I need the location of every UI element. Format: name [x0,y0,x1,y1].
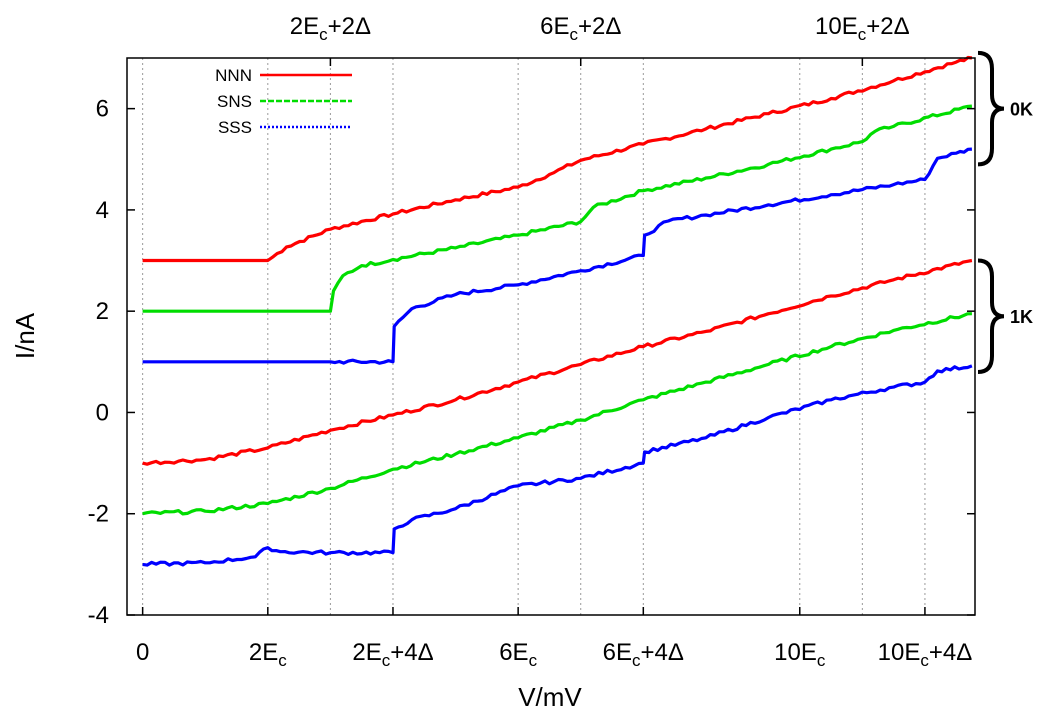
series-layer [142,55,973,567]
y-tick-label-5: 6 [96,96,109,123]
plot-frame [126,57,976,616]
series-nnn-0k [142,55,973,263]
x-tick-labels-top: 2Ec+2Δ 6Ec+2Δ 10Ec+2Δ [290,13,910,44]
x-tick-label-bottom-4: 6Ec+4Δ [603,639,684,670]
x-tick-label-bottom-6: 10Ec+4Δ [878,639,973,670]
legend-label-nnn: NNN [215,66,252,85]
x-tick-label-bottom-1: 2Ec [249,639,287,670]
x-tick-label-bottom-3: 6Ec [499,639,537,670]
y-tick-labels: -4 -2 0 2 4 6 [88,96,109,629]
x-tick-labels-bottom: 0 2Ec 2Ec+4Δ 6Ec 6Ec+4Δ 10Ec 10Ec+4Δ [136,639,972,670]
legend: NNN SNS SSS [215,66,352,137]
y-axis-label: I/nA [10,312,40,359]
bracket-0k [977,50,1005,167]
series-sns-1k [142,312,972,516]
x-tick-label-bottom-5: 10Ec [774,639,826,670]
bracket-label-1k: 1K [1010,307,1033,327]
grid-lines [142,58,926,615]
x-tick-label-bottom-0: 0 [136,639,149,666]
series-sns-0k [142,104,973,313]
x-tick-label-top-0: 2Ec+2Δ [290,13,371,44]
legend-label-sns: SNS [217,92,252,111]
y-tick-label-2: 0 [96,399,109,426]
bracket-label-0k: 0K [1010,100,1033,120]
legend-label-sss: SSS [218,118,252,137]
series-nnn-1k [142,258,973,466]
y-tick-label-0: -4 [88,602,109,629]
y-tick-label-4: 4 [96,197,109,224]
x-tick-label-top-1: 6Ec+2Δ [540,13,621,44]
x-tick-label-bottom-2: 2Ec+4Δ [352,639,433,670]
series-sss-0k [142,147,972,365]
x-axis-label: V/mV [518,682,582,712]
y-tick-label-1: -2 [88,501,109,528]
y-tick-label-3: 2 [96,298,109,325]
bracket-1k [977,258,1005,374]
series-sss-1k [142,364,973,567]
temperature-brackets: 0K 1K [977,50,1033,374]
axis-ticks [127,58,975,616]
x-tick-label-top-2: 10Ec+2Δ [815,13,910,44]
